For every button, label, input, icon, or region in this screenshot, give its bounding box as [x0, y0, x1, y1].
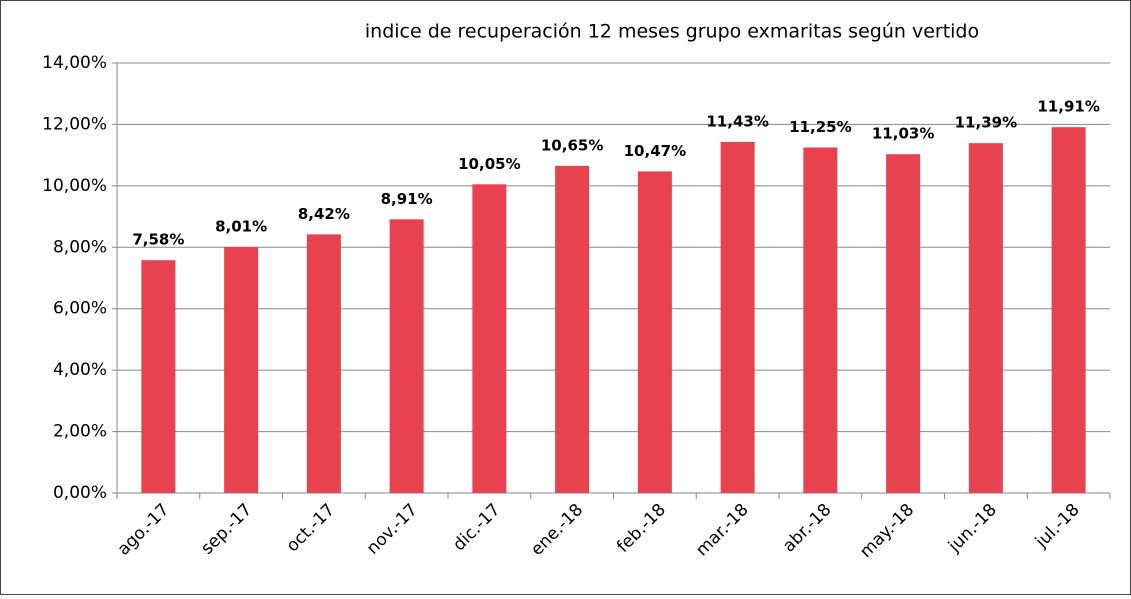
bar	[803, 147, 838, 493]
y-tick-label: 12,00%	[42, 114, 107, 134]
bar	[968, 143, 1003, 493]
value-label: 8,01%	[215, 217, 267, 235]
value-label: 11,25%	[789, 118, 851, 136]
chart-title: indice de recuperación 12 meses grupo ex…	[365, 21, 979, 43]
bar	[637, 171, 672, 493]
y-tick-label: 6,00%	[53, 299, 107, 319]
bar	[720, 141, 755, 493]
bar	[306, 234, 341, 493]
value-label: 10,65%	[541, 136, 603, 154]
value-label: 8,42%	[298, 205, 350, 223]
bar	[224, 246, 259, 493]
y-tick-label: 4,00%	[53, 360, 107, 380]
bar	[886, 154, 921, 493]
value-label: 11,39%	[955, 114, 1017, 132]
bar	[1051, 127, 1086, 493]
value-label: 7,58%	[132, 231, 184, 249]
y-tick-label: 14,00%	[42, 53, 107, 73]
y-tick-label: 0,00%	[53, 483, 107, 503]
y-tick-label: 2,00%	[53, 422, 107, 442]
value-label: 11,03%	[872, 125, 934, 143]
y-tick-label: 10,00%	[42, 176, 107, 196]
y-tick-label: 8,00%	[53, 237, 107, 257]
bar	[141, 260, 176, 493]
bar	[389, 219, 424, 494]
value-label: 10,05%	[458, 155, 520, 173]
value-label: 11,91%	[1037, 98, 1099, 116]
bar	[555, 165, 590, 493]
bar	[472, 184, 507, 494]
value-label: 8,91%	[381, 190, 433, 208]
value-label: 10,47%	[624, 142, 686, 160]
value-label: 11,43%	[706, 112, 768, 130]
